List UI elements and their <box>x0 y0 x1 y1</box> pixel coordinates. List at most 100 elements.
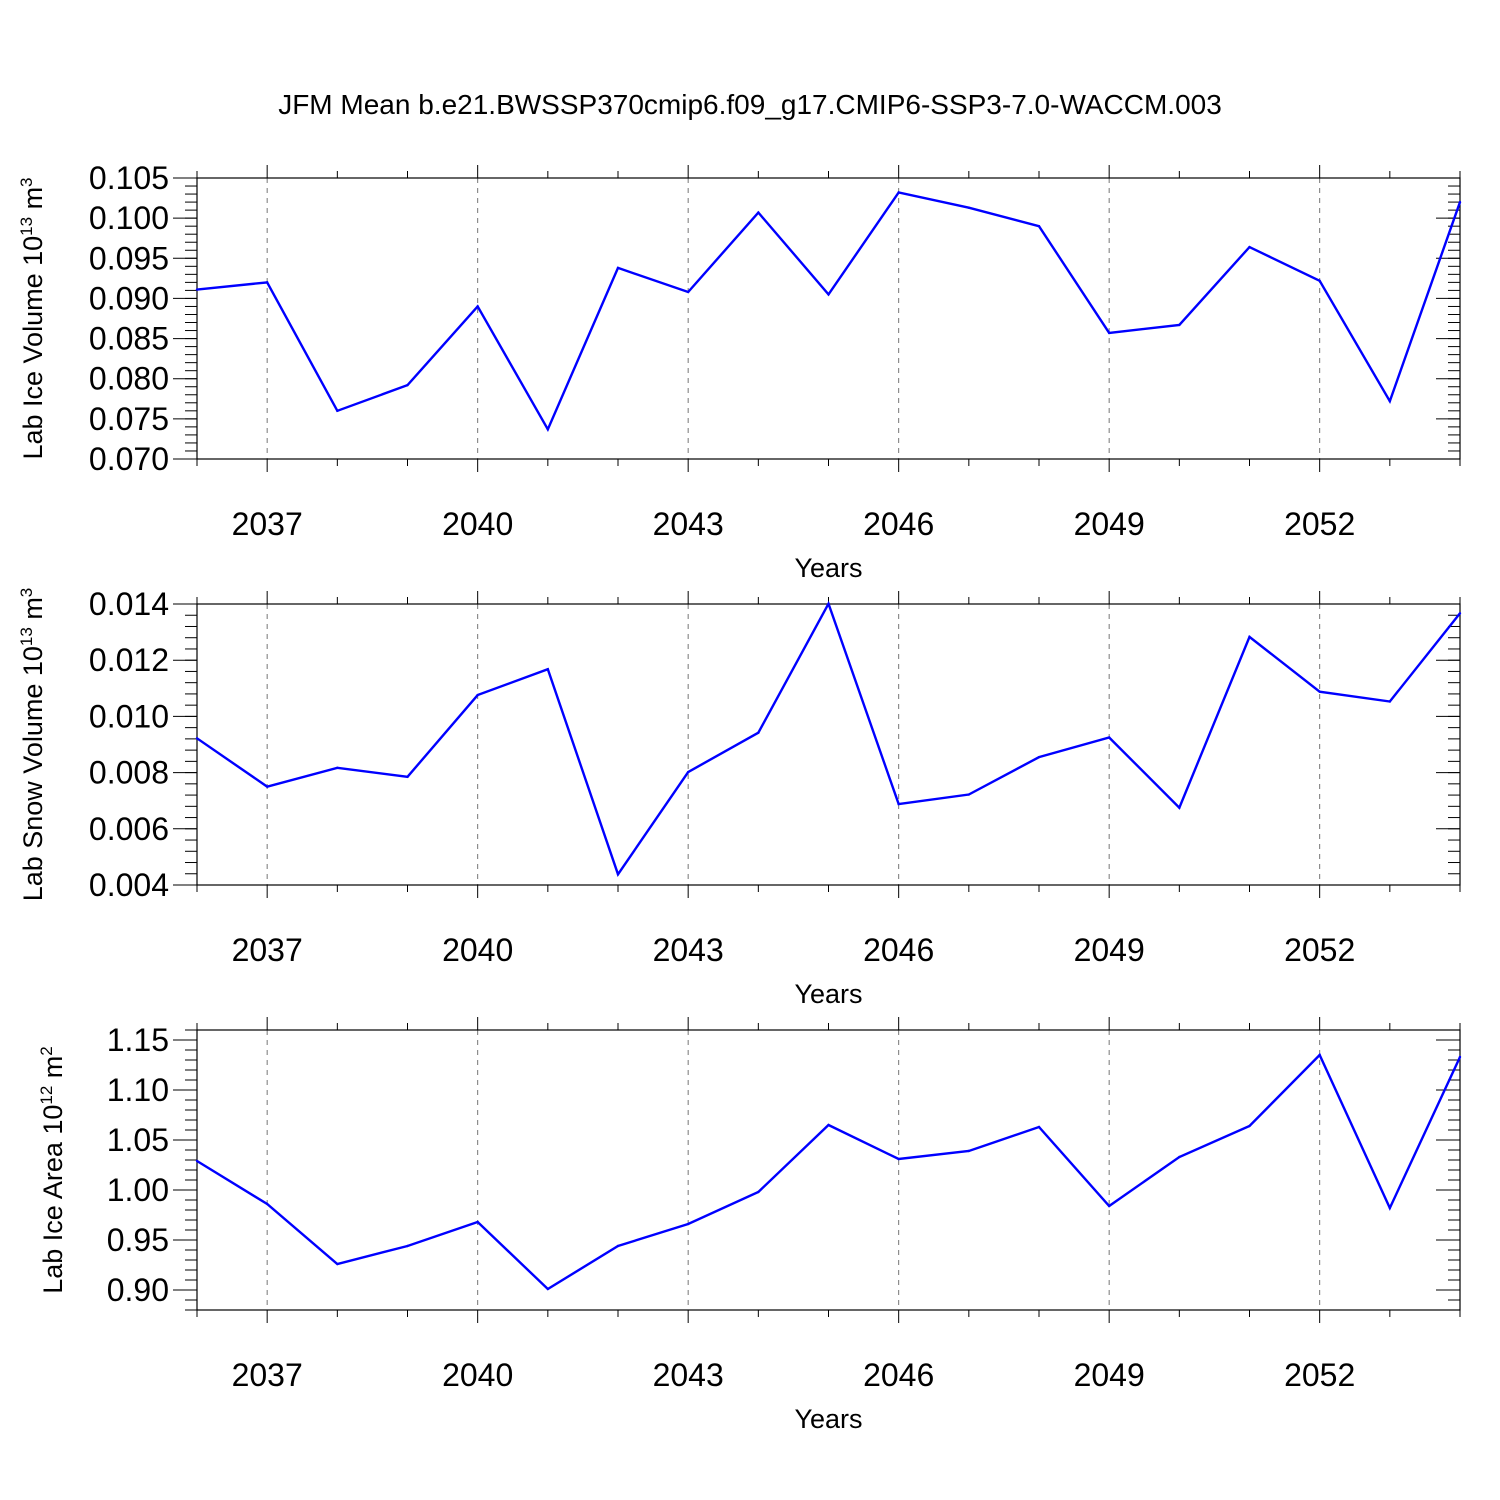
y-tick-label: 0.090 <box>89 280 169 316</box>
series-line <box>196 1052 1462 1291</box>
y-axis-label-main: Lab Ice Area 10 <box>38 1105 68 1294</box>
y-tick-label: 0.105 <box>89 160 169 196</box>
x-tick-label: 2043 <box>653 506 724 542</box>
y-tick-label: 0.095 <box>89 240 169 276</box>
x-tick-label: 2040 <box>442 932 513 968</box>
x-tick-label: 2046 <box>863 506 934 542</box>
y-tick-label: 0.070 <box>89 441 169 477</box>
x-tick-label: 2049 <box>1074 932 1145 968</box>
y-axis-label: Lab Ice Volume 1013 m3 <box>17 177 48 459</box>
data-point <box>406 383 409 387</box>
x-tick-label: 2043 <box>653 1357 724 1393</box>
data-point <box>757 211 760 214</box>
data-point <box>195 288 199 291</box>
data-point <box>1388 399 1392 403</box>
data-point <box>476 693 479 697</box>
y-axis-label-unit: m <box>18 597 48 627</box>
data-point <box>476 305 479 308</box>
data-point <box>546 667 550 671</box>
data-point <box>897 802 900 806</box>
data-point <box>967 793 971 796</box>
data-point <box>265 785 269 788</box>
y-tick-label: 0.010 <box>89 698 169 734</box>
data-point <box>686 290 690 294</box>
y-axis-label-unit-exponent: 3 <box>17 588 36 597</box>
x-tick-label: 2049 <box>1074 1357 1145 1393</box>
x-axis-label: Years <box>794 1404 862 1434</box>
x-tick-label: 2046 <box>863 932 934 968</box>
x-axis-label: Years <box>794 979 862 1009</box>
data-point <box>406 775 409 779</box>
data-point <box>1037 224 1041 228</box>
data-point <box>1037 1125 1041 1129</box>
y-axis-label-exponent: 13 <box>17 217 36 236</box>
figure-title: JFM Mean b.e21.BWSSP370cmip6.f09_g17.CMI… <box>278 89 1222 120</box>
y-tick-label: 0.008 <box>89 755 169 791</box>
data-point <box>827 1123 830 1127</box>
chart-panel-1: 2037 2040 2043 2046 2049 2052 Years 0.070 0.075 0… <box>17 160 1462 583</box>
y-tick-label: 0.075 <box>89 401 169 437</box>
y-axis-label-unit: m <box>18 187 48 217</box>
y-tick-label: 0.014 <box>89 586 169 622</box>
series-line <box>196 191 1462 432</box>
y-tick-label: 0.006 <box>89 811 169 847</box>
data-point <box>1318 1053 1321 1057</box>
data-point <box>476 1220 479 1224</box>
data-point <box>1178 806 1181 809</box>
y-tick-label: 0.080 <box>89 361 169 397</box>
data-point <box>757 731 760 734</box>
chart-panel-2: 2037 2040 2043 2046 2049 2052 Years 0.004 0.006 0… <box>17 586 1462 1009</box>
data-point <box>1388 700 1392 703</box>
data-point <box>1388 1206 1392 1210</box>
y-axis-label: Lab Ice Area 1012 m2 <box>37 1046 68 1294</box>
data-point <box>336 1262 339 1266</box>
data-point <box>1248 1124 1251 1128</box>
x-axis-label: Years <box>794 553 862 583</box>
x-tick-label: 2037 <box>232 1357 303 1393</box>
series-line <box>196 600 1461 877</box>
data-point <box>1318 279 1321 282</box>
data-point <box>265 1202 269 1206</box>
data-point <box>827 602 830 605</box>
y-axis-label-exponent: 12 <box>37 1086 56 1105</box>
chart-panel-3: 2037 2040 2043 2046 2049 2052 Years 0.90 0.95 1.0… <box>37 1017 1462 1434</box>
data-point <box>265 281 269 284</box>
data-point <box>897 191 900 194</box>
y-axis-label-unit: m <box>38 1056 68 1086</box>
data-point <box>967 206 971 209</box>
data-point <box>1107 736 1111 739</box>
y-axis-label-exponent: 13 <box>17 627 36 646</box>
data-point <box>1248 245 1251 249</box>
plot-frame <box>196 603 1461 886</box>
data-point <box>1037 755 1041 759</box>
data-point <box>967 1149 971 1153</box>
y-tick-label: 0.95 <box>107 1222 169 1258</box>
data-point <box>1458 612 1462 615</box>
y-tick-label: 0.012 <box>89 642 169 678</box>
x-tick-label: 2052 <box>1284 1357 1355 1393</box>
y-tick-label: 1.00 <box>107 1172 169 1208</box>
data-point <box>195 1159 199 1163</box>
data-point <box>195 737 199 740</box>
x-tick-label: 2043 <box>653 932 724 968</box>
data-point <box>686 1222 690 1226</box>
y-tick-label: 0.085 <box>89 321 169 357</box>
y-axis-label-unit-exponent: 3 <box>17 177 36 186</box>
data-point <box>546 1287 550 1291</box>
data-point <box>1107 1204 1111 1208</box>
data-point <box>616 873 620 876</box>
y-axis-label-main: Lab Snow Volume 10 <box>18 646 48 901</box>
x-tick-label: 2052 <box>1284 932 1355 968</box>
data-point <box>686 770 690 774</box>
y-axis-label-main: Lab Ice Volume 10 <box>18 236 48 460</box>
y-tick-label: 0.004 <box>89 867 169 903</box>
y-tick-label: 0.90 <box>107 1272 169 1308</box>
data-point <box>1107 331 1111 335</box>
data-point <box>546 428 550 431</box>
y-tick-label: 0.100 <box>89 200 169 236</box>
x-tick-label: 2046 <box>863 1357 934 1393</box>
x-tick-label: 2040 <box>442 506 513 542</box>
plot-frame <box>196 177 1461 460</box>
data-point <box>757 1190 760 1194</box>
